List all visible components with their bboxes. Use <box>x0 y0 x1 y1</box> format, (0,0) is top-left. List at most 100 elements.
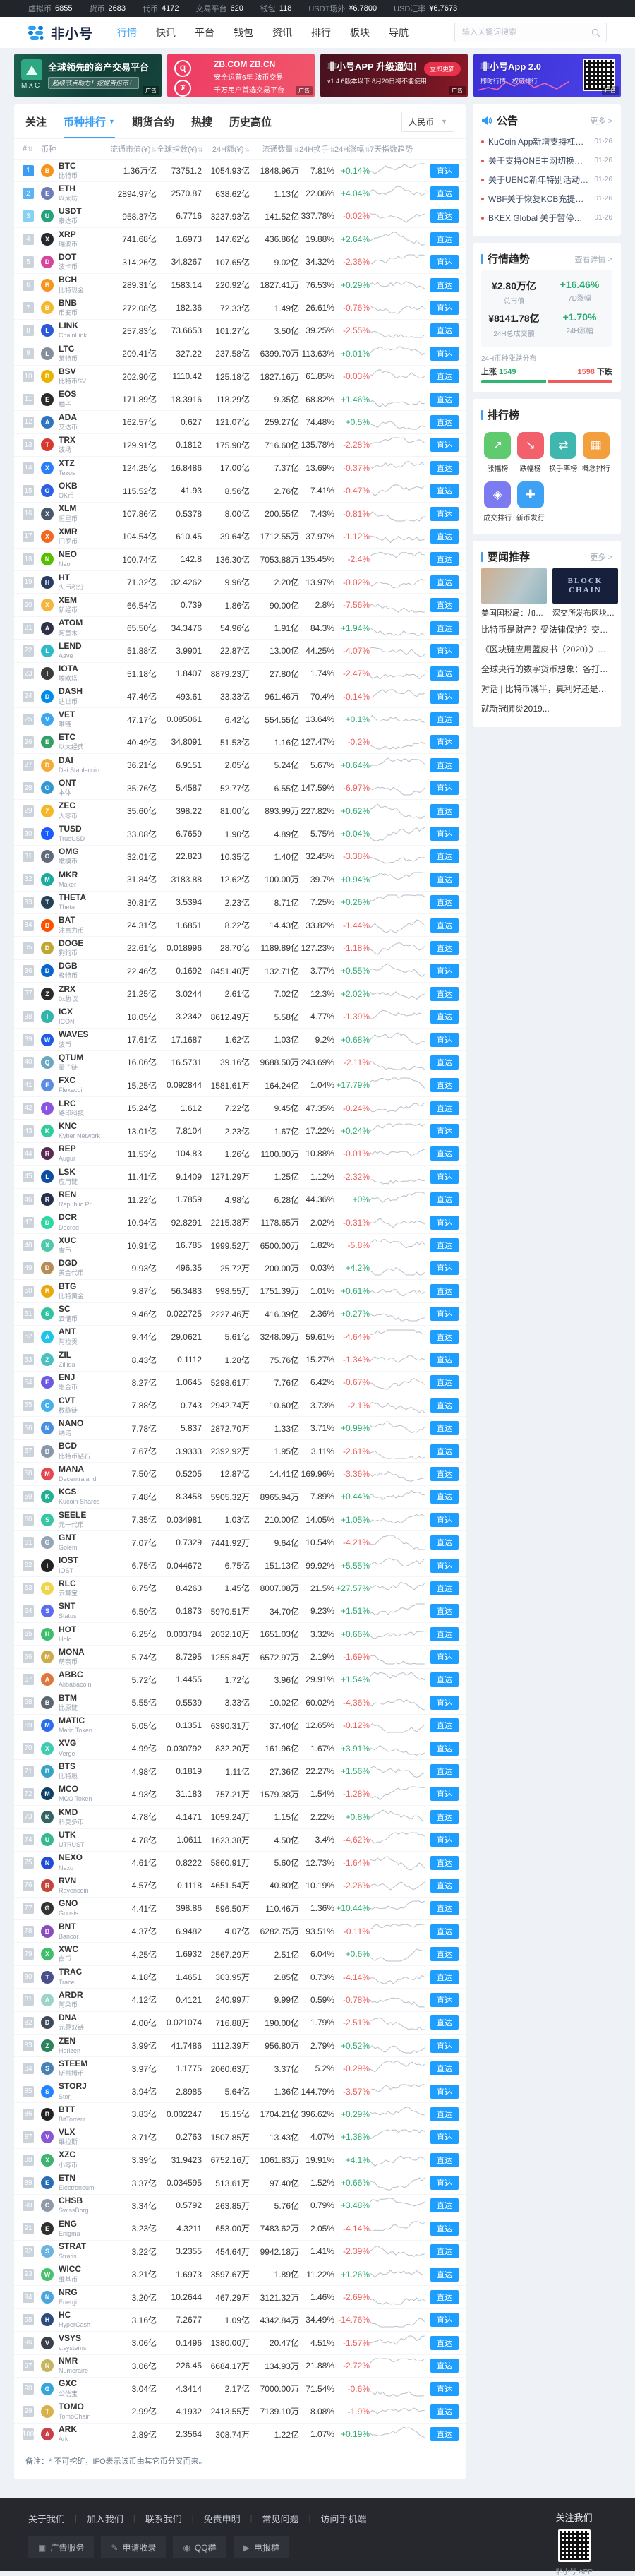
goto-button[interactable]: 直达 <box>430 1490 459 1504</box>
goto-button[interactable]: 直达 <box>430 1627 459 1641</box>
coin-cell[interactable]: N NMR Numeraire <box>41 2356 109 2375</box>
tab[interactable]: 关注 <box>25 116 47 128</box>
coin-cell[interactable]: X XLM 恒星币 <box>41 504 109 522</box>
goto-button[interactable]: 直达 <box>430 552 459 567</box>
goto-button[interactable]: 直达 <box>430 872 459 887</box>
coin-cell[interactable]: F FXC Flexacoin <box>41 1076 109 1094</box>
coin-cell[interactable]: E ETC 以太经典 <box>41 733 109 751</box>
table-row[interactable]: 10 B BSV 比特币SV 202.90亿 1110.42 125.18亿 1… <box>14 364 466 388</box>
goto-button[interactable]: 直达 <box>430 1215 459 1230</box>
rank-shortcut[interactable]: ↘ 跌幅榜 <box>514 432 548 473</box>
goto-button[interactable]: 直达 <box>430 1855 459 1870</box>
table-row[interactable]: 72 M MCO MCO Token 4.93亿 31.183 757.21万 … <box>14 1782 466 1805</box>
table-row[interactable]: 80 T TRAC Trace 4.18亿 1.4651 303.95万 2.8… <box>14 1965 466 1988</box>
coin-cell[interactable]: S SEELE 元一代币 <box>41 1511 109 1529</box>
coin-cell[interactable]: D DNA 元界双链 <box>41 2013 109 2032</box>
coin-cell[interactable]: D DGB 极特币 <box>41 961 109 980</box>
coin-cell[interactable]: E EOS 柚子 <box>41 390 109 408</box>
goto-button[interactable]: 直达 <box>430 1032 459 1047</box>
goto-button[interactable]: 直达 <box>430 986 459 1001</box>
coin-cell[interactable]: X XWC 白币 <box>41 1945 109 1963</box>
column-header[interactable]: 币种 <box>41 145 56 154</box>
coin-cell[interactable]: X XVG Verge <box>41 1739 109 1757</box>
coin-cell[interactable]: D DASH 达世币 <box>41 687 109 705</box>
table-row[interactable]: 42 L LRC 路印科技 15.24亿 1.612 7.22亿 9.45亿 4… <box>14 1096 466 1119</box>
table-row[interactable]: 56 N NANO 纳诺 7.78亿 5.837 2872.70万 1.33亿 … <box>14 1416 466 1439</box>
goto-button[interactable]: 直达 <box>430 1558 459 1573</box>
tab[interactable]: 历史高位 <box>229 116 272 128</box>
coin-cell[interactable]: N NEXO Nexo <box>41 1853 109 1871</box>
sort-icon[interactable]: ⇅ <box>329 146 335 153</box>
footer-button[interactable]: ✎ 申请收录 <box>101 2536 167 2559</box>
table-row[interactable]: 84 S STEEM 斯蒂姆币 3.97亿 1.1775 2060.63万 3.… <box>14 2056 466 2079</box>
coin-cell[interactable]: T TRAC Trace <box>41 1967 109 1986</box>
table-row[interactable]: 92 S STRAT Stratis 3.22亿 3.2355 454.64万 … <box>14 2239 466 2263</box>
table-row[interactable]: 91 E ENG Enigma 3.23亿 4.3211 653.00万 748… <box>14 2217 466 2239</box>
table-row[interactable]: 68 B BTM 比原链 5.55亿 0.5539 3.33亿 10.02亿 6… <box>14 1691 466 1713</box>
goto-button[interactable]: 直达 <box>430 1878 459 1893</box>
coin-cell[interactable]: A ANT 阿拉贡 <box>41 1327 109 1346</box>
table-row[interactable]: 5 D DOT 波卡币 314.26亿 34.8267 107.65亿 9.02… <box>14 250 466 273</box>
goto-button[interactable]: 直达 <box>430 1741 459 1756</box>
table-row[interactable]: 35 D DOGE 狗狗币 22.61亿 0.018996 28.70亿 118… <box>14 936 466 959</box>
coin-cell[interactable]: X XZC 小零币 <box>41 2150 109 2169</box>
sort-icon[interactable]: ⇅ <box>294 146 299 153</box>
coin-cell[interactable]: E ETN Electroneum <box>41 2174 109 2192</box>
table-row[interactable]: 78 B BNT Bancor 4.37亿 6.9482 4.07亿 6282.… <box>14 1919 466 1942</box>
rank-shortcut[interactable]: ▦ 概念排行 <box>580 432 613 473</box>
coin-cell[interactable]: A ADA 艾达币 <box>41 413 109 431</box>
menu-item[interactable]: 平台 <box>195 27 215 38</box>
goto-button[interactable]: 直达 <box>430 1947 459 1962</box>
news-item[interactable]: 比特币是财产？受法律保护？交易是否非... <box>481 625 612 635</box>
column-header[interactable]: 24H额(¥)⇅ <box>212 145 250 154</box>
coin-cell[interactable]: S STEEM 斯蒂姆币 <box>41 2059 109 2078</box>
coin-cell[interactable]: S STORJ Storj <box>41 2082 109 2100</box>
goto-button[interactable]: 直达 <box>430 2313 459 2328</box>
goto-button[interactable]: 直达 <box>430 1809 459 1824</box>
table-row[interactable]: 75 N NEXO Nexo 4.61亿 0.8222 5860.91万 5.6… <box>14 1850 466 1874</box>
goto-button[interactable]: 直达 <box>430 529 459 544</box>
table-row[interactable]: 36 D DGB 极特币 22.46亿 0.1692 8451.40万 132.… <box>14 959 466 982</box>
goto-button[interactable]: 直达 <box>430 2015 459 2030</box>
table-row[interactable]: 69 M MATIC Matic Token 5.05亿 0.1351 6390… <box>14 1713 466 1737</box>
table-row[interactable]: 97 N NMR Numeraire 3.06亿 226.45 6684.17万… <box>14 2354 466 2377</box>
table-row[interactable]: 28 O ONT 本体 35.76亿 5.4587 52.77亿 6.55亿 1… <box>14 776 466 799</box>
menu-item[interactable]: 排行 <box>311 27 332 38</box>
table-row[interactable]: 33 T THETA Theta 30.81亿 3.5394 2.23亿 8.7… <box>14 890 466 913</box>
goto-button[interactable]: 直达 <box>430 2381 459 2396</box>
table-row[interactable]: 21 A ATOM 阿童木 65.50亿 34.3476 54.96亿 1.91… <box>14 616 466 639</box>
coin-cell[interactable]: V VSYS v.systems <box>41 2334 109 2352</box>
table-row[interactable]: 46 R REN Republic Pr... 11.22亿 1.7859 4.… <box>14 1187 466 1211</box>
goto-button[interactable]: 直达 <box>430 369 459 384</box>
coin-cell[interactable]: T TRX 波场 <box>41 436 109 454</box>
table-row[interactable]: 41 F FXC Flexacoin 15.25亿 0.092844 1581.… <box>14 1073 466 1096</box>
menu-item[interactable]: 板块 <box>350 27 370 38</box>
goto-button[interactable]: 直达 <box>430 1329 459 1344</box>
coin-cell[interactable]: Z ZEC 大零币 <box>41 801 109 820</box>
table-row[interactable]: 48 X XUC 雪币 10.91亿 16.785 1999.52万 6500.… <box>14 1233 466 1256</box>
coin-cell[interactable]: A ARK Ark <box>41 2425 109 2443</box>
coin-cell[interactable]: I IOTA 埃欧塔 <box>41 664 109 683</box>
coin-cell[interactable]: X XUC 雪币 <box>41 1236 109 1254</box>
goto-button[interactable]: 直达 <box>430 2152 459 2167</box>
menu-item[interactable]: 行情 <box>117 27 138 38</box>
goto-button[interactable]: 直达 <box>430 1146 459 1161</box>
goto-button[interactable]: 直达 <box>430 712 459 727</box>
goto-button[interactable]: 直达 <box>430 346 459 361</box>
table-row[interactable]: 9 L LTC 莱特币 209.41亿 327.22 237.58亿 6399.… <box>14 342 466 364</box>
coin-cell[interactable]: Z ZRX 0x协议 <box>41 985 109 1003</box>
table-row[interactable]: 61 G GNT Golem 7.07亿 0.7329 7441.92万 9.6… <box>14 1530 466 1553</box>
goto-button[interactable]: 直达 <box>430 575 459 589</box>
coin-cell[interactable]: M MANA Decentraland <box>41 1465 109 1483</box>
goto-button[interactable]: 直达 <box>430 1307 459 1322</box>
trend-more-link[interactable]: 查看详情 > <box>574 255 612 264</box>
goto-button[interactable]: 直达 <box>430 895 459 910</box>
goto-button[interactable]: 直达 <box>430 2176 459 2191</box>
table-row[interactable]: 44 R REP Augur 11.53亿 104.83 1.26亿 1100.… <box>14 1142 466 1165</box>
coin-cell[interactable]: S SC 云储币 <box>41 1305 109 1323</box>
coin-cell[interactable]: I IOST IOST <box>41 1556 109 1574</box>
table-row[interactable]: 53 Z ZIL Zilliqa 8.43亿 0.1112 1.28亿 75.7… <box>14 1348 466 1370</box>
coin-cell[interactable]: B BSV 比特币SV <box>41 367 109 385</box>
goto-button[interactable]: 直达 <box>430 2084 459 2099</box>
update-button[interactable]: 立即更新 <box>423 62 461 76</box>
